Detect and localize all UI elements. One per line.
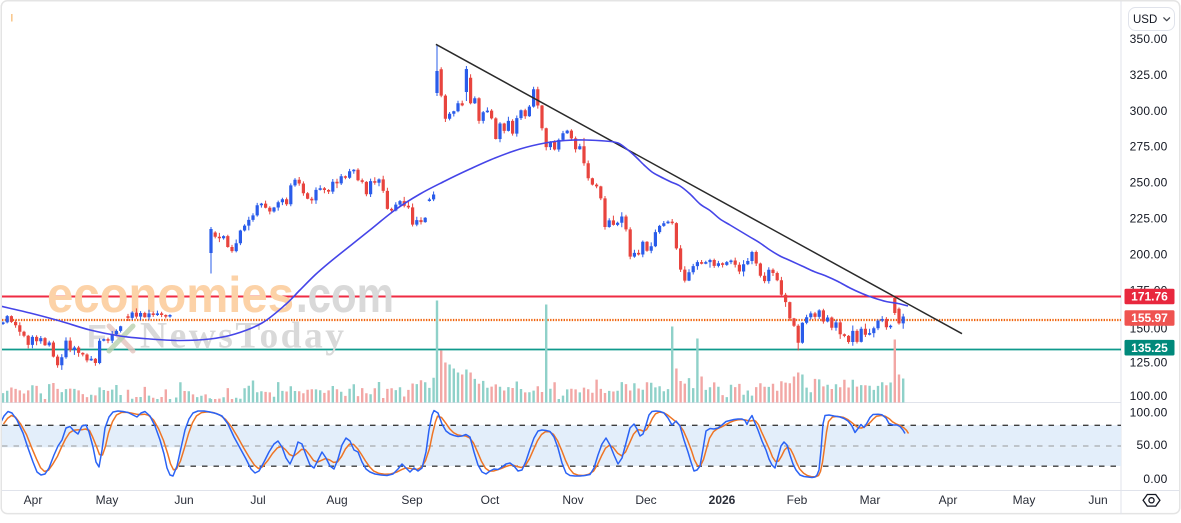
svg-text:135.25: 135.25 xyxy=(1131,341,1168,355)
svg-text:171.76: 171.76 xyxy=(1131,290,1168,304)
svg-text:May: May xyxy=(1013,493,1036,507)
svg-text:Jun: Jun xyxy=(1088,493,1107,507)
svg-text:350.00: 350.00 xyxy=(1130,32,1168,46)
svg-text:NewsToday: NewsToday xyxy=(140,316,344,357)
svg-text:Feb: Feb xyxy=(787,493,808,507)
svg-text:225.00: 225.00 xyxy=(1130,212,1168,226)
svg-text:Sep: Sep xyxy=(401,493,423,507)
svg-text:50.00: 50.00 xyxy=(1136,438,1167,452)
svg-text:0.00: 0.00 xyxy=(1143,472,1167,486)
svg-text:F: F xyxy=(87,319,107,355)
svg-text:Jul: Jul xyxy=(250,493,265,507)
svg-text:275.00: 275.00 xyxy=(1130,140,1168,154)
svg-text:.com: .com xyxy=(296,267,394,323)
svg-text:Jun: Jun xyxy=(174,493,193,507)
svg-text:economies: economies xyxy=(47,267,294,323)
svg-text:155.97: 155.97 xyxy=(1131,311,1168,325)
svg-text:300.00: 300.00 xyxy=(1130,104,1168,118)
svg-text:May: May xyxy=(96,493,119,507)
svg-text:Dec: Dec xyxy=(635,493,656,507)
svg-text:Apr: Apr xyxy=(939,493,958,507)
svg-text:125.00: 125.00 xyxy=(1130,356,1168,370)
svg-text:Mar: Mar xyxy=(860,493,881,507)
svg-text:Aug: Aug xyxy=(326,493,347,507)
svg-text:Oct: Oct xyxy=(481,493,500,507)
svg-text:100.00: 100.00 xyxy=(1130,405,1168,419)
svg-text:USD: USD xyxy=(1133,14,1157,26)
svg-text:Nov: Nov xyxy=(562,493,583,507)
svg-text:100.00: 100.00 xyxy=(1130,389,1168,403)
svg-text:250.00: 250.00 xyxy=(1130,176,1168,190)
svg-text:Apr: Apr xyxy=(24,493,43,507)
svg-text:325.00: 325.00 xyxy=(1130,68,1168,82)
svg-text:2026: 2026 xyxy=(709,493,736,507)
svg-text:200.00: 200.00 xyxy=(1130,248,1168,262)
